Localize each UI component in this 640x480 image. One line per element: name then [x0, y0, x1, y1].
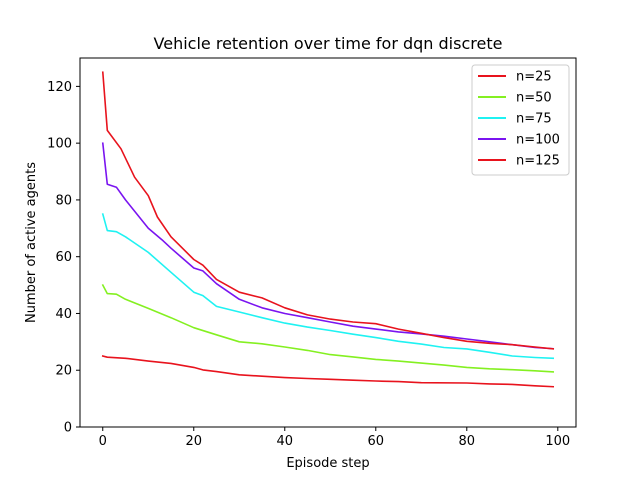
- series-line-n-125: [101, 71, 555, 350]
- x-axis-ticks: 0 20 40 60 80 100: [99, 427, 570, 449]
- x-tick-label: 60: [368, 434, 385, 449]
- x-tick-label: 40: [276, 434, 293, 449]
- chart-title: Vehicle retention over time for dqn disc…: [154, 34, 503, 53]
- legend-label: n=125: [516, 154, 560, 169]
- y-tick-label: 100: [47, 137, 72, 152]
- legend-label: n=100: [516, 133, 560, 148]
- x-tick-label: 20: [185, 434, 202, 449]
- y-tick-label: 60: [55, 250, 72, 265]
- y-tick-label: 20: [55, 364, 72, 379]
- x-tick-label: 100: [545, 434, 570, 449]
- y-tick-label: 40: [55, 307, 72, 322]
- y-tick-label: 0: [64, 421, 72, 436]
- legend-items: n=25 n=50 n=75 n=100 n=125: [478, 70, 560, 169]
- legend-label: n=75: [516, 112, 552, 127]
- x-tick-label: 80: [459, 434, 476, 449]
- legend-label: n=25: [516, 70, 552, 85]
- legend: n=25 n=50 n=75 n=100 n=125: [471, 64, 570, 176]
- legend-label: n=50: [516, 91, 552, 106]
- y-axis-ticks: 0 20 40 60 80 100 120: [47, 80, 80, 436]
- y-tick-label: 80: [55, 193, 72, 208]
- series-line-n-25: [101, 355, 555, 388]
- legend-box: [471, 64, 570, 176]
- series-line-n-50: [101, 284, 555, 373]
- x-axis-label: Episode step: [286, 456, 369, 471]
- y-tick-label: 120: [47, 80, 72, 95]
- y-axis-label: Number of active agents: [24, 162, 39, 323]
- series-lines: [101, 71, 555, 388]
- series-line-n-100: [101, 142, 555, 350]
- x-tick-label: 0: [99, 434, 107, 449]
- series-line-n-75: [101, 213, 555, 360]
